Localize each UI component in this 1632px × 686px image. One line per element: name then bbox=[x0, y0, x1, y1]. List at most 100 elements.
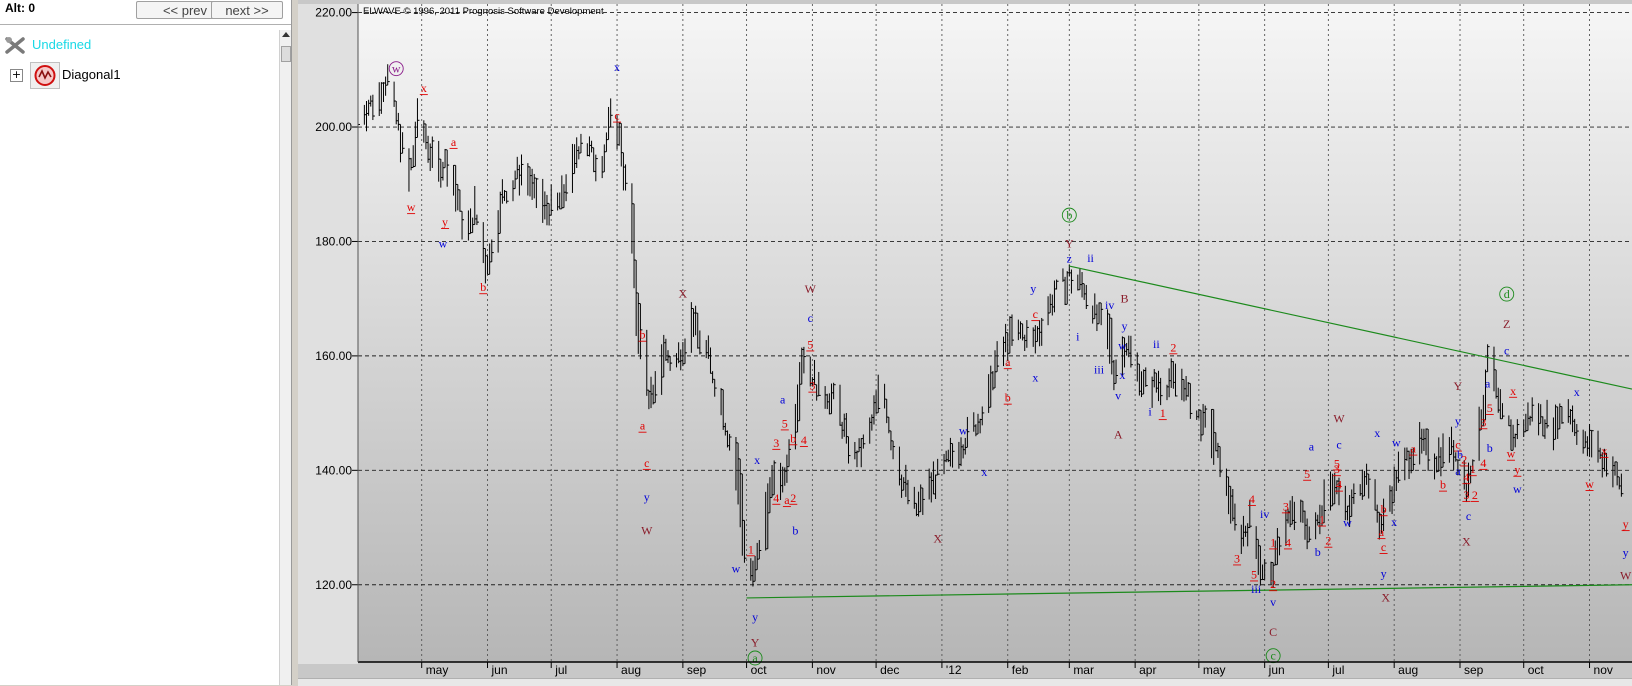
wave-label: y bbox=[1623, 517, 1629, 531]
wave-label: ii bbox=[1153, 337, 1160, 351]
tree-item-label: Diagonal1 bbox=[62, 67, 121, 82]
wave-label: 3 bbox=[1463, 488, 1469, 502]
wave-label: v bbox=[1270, 595, 1276, 609]
x-tick-label: may bbox=[426, 663, 449, 677]
wave-label: c bbox=[1381, 540, 1386, 554]
wave-label: x bbox=[1510, 384, 1516, 398]
wave-label: a bbox=[1005, 355, 1011, 369]
wave-label: B bbox=[1121, 292, 1129, 306]
y-axis-panel bbox=[298, 4, 358, 664]
wave-label: w bbox=[392, 62, 401, 76]
prev-button[interactable]: << prev bbox=[136, 1, 234, 19]
plot-background bbox=[358, 4, 1632, 662]
x-tick-label: '12 bbox=[946, 663, 962, 677]
wave-label-circle bbox=[1499, 286, 1515, 302]
wave-label: 5 bbox=[807, 337, 813, 351]
x-tick-label: jun bbox=[1268, 663, 1285, 677]
wave-label: w bbox=[1513, 482, 1522, 496]
wave-label: x bbox=[1601, 444, 1607, 458]
wave-label: 3 bbox=[1234, 551, 1240, 565]
price-bars bbox=[357, 64, 1624, 588]
wave-label: x bbox=[1391, 515, 1397, 529]
trendlines bbox=[746, 265, 1632, 599]
wave-label: 1 bbox=[1270, 535, 1276, 549]
panel-scrollbar[interactable] bbox=[279, 30, 291, 685]
wave-label: Y bbox=[1065, 237, 1074, 251]
wave-label: c bbox=[1504, 344, 1509, 358]
wave-label: 1 bbox=[1470, 462, 1476, 476]
wave-label: 4 bbox=[773, 491, 779, 505]
wave-label: a bbox=[780, 392, 786, 406]
wave-label: 5 bbox=[1304, 467, 1310, 481]
wave-label: x bbox=[421, 81, 427, 95]
panel-divider bbox=[0, 24, 291, 25]
crossed-tools-icon bbox=[5, 37, 25, 54]
x-tick-label: apr bbox=[1139, 663, 1156, 677]
next-button[interactable]: next >> bbox=[211, 1, 283, 19]
expand-toggle[interactable]: + bbox=[10, 68, 23, 82]
x-tick-label: mar bbox=[1073, 663, 1094, 677]
elliott-wave-chart: 120.00 140.00 160.00 180.00 200.00 220.00 may… bbox=[298, 0, 1632, 685]
wave-label: z bbox=[1067, 252, 1072, 266]
x-tick-label: jun bbox=[491, 663, 508, 677]
wave-label: X bbox=[1462, 534, 1471, 548]
x-tick-label: oct bbox=[751, 663, 768, 677]
wave-label: 2 bbox=[1170, 340, 1176, 354]
chart-horizontal-scrollbar[interactable] bbox=[298, 678, 1632, 686]
scroll-up-arrow-icon[interactable] bbox=[282, 32, 290, 37]
wave-label: X bbox=[933, 531, 942, 545]
wave-label: y bbox=[1030, 281, 1036, 295]
wave-label: x bbox=[981, 465, 987, 479]
wave-label: c bbox=[1455, 438, 1460, 452]
y-tick-label: 160.00 bbox=[315, 349, 352, 363]
x-tick-label: nov bbox=[1594, 663, 1613, 677]
wave-label: w bbox=[1585, 477, 1594, 491]
wave-label: iii bbox=[1251, 582, 1262, 596]
wave-label: 2 bbox=[1472, 488, 1478, 502]
wave-label: 5 bbox=[1334, 456, 1340, 470]
wave-label: 4 bbox=[1336, 478, 1342, 492]
scroll-thumb[interactable] bbox=[281, 46, 291, 62]
wave-label: 2 bbox=[1325, 534, 1331, 548]
wave-label: y bbox=[1381, 566, 1387, 580]
wave-label: x bbox=[1032, 371, 1038, 385]
wave-label: c bbox=[1466, 509, 1471, 523]
wave-label: a bbox=[451, 135, 457, 149]
wave-label: b bbox=[790, 431, 796, 445]
wave-label: w bbox=[959, 423, 968, 437]
wave-label: 3 bbox=[1283, 499, 1289, 513]
wave-label: Y bbox=[751, 636, 760, 650]
wave-label: c bbox=[614, 109, 619, 123]
wave-label: 4 bbox=[1285, 535, 1291, 549]
wave-label: b bbox=[1487, 441, 1493, 455]
x-axis-ticks: may jun jul aug sep oct nov dec '12 feb mar apr may j… bbox=[421, 662, 1613, 677]
wave-label: d bbox=[1504, 287, 1510, 301]
wave-label: a bbox=[784, 493, 790, 507]
wave-label: v bbox=[1115, 388, 1121, 402]
wave-label: y bbox=[442, 215, 448, 229]
y-tick-label: 140.00 bbox=[315, 463, 352, 477]
wave-label: y bbox=[752, 610, 758, 624]
wave-label: 4 bbox=[1463, 470, 1469, 484]
wave-label: a bbox=[1309, 439, 1315, 453]
wave-label: y bbox=[1455, 414, 1461, 428]
wave-label: y bbox=[644, 490, 650, 504]
trendline bbox=[1069, 265, 1632, 390]
wave-label: a bbox=[752, 651, 758, 665]
wave-label: i bbox=[1148, 404, 1152, 418]
y-tick-label: 220.00 bbox=[315, 6, 352, 20]
wave-label: b bbox=[792, 523, 798, 537]
wave-label: 4 bbox=[1249, 492, 1255, 506]
wave-label: 1 bbox=[1160, 406, 1166, 420]
wave-label: C bbox=[1269, 625, 1277, 639]
wave-label: c bbox=[644, 456, 649, 470]
x-tick-label: oct bbox=[1528, 663, 1545, 677]
wave-label: y bbox=[1514, 463, 1520, 477]
wave-label: W bbox=[641, 523, 653, 537]
wave-label: 2 bbox=[790, 491, 796, 505]
wave-label: 2 bbox=[1270, 577, 1276, 591]
wave-label: Y bbox=[1454, 379, 1463, 393]
wave-label: 1 bbox=[748, 542, 754, 556]
wave-label: b bbox=[1066, 208, 1072, 222]
